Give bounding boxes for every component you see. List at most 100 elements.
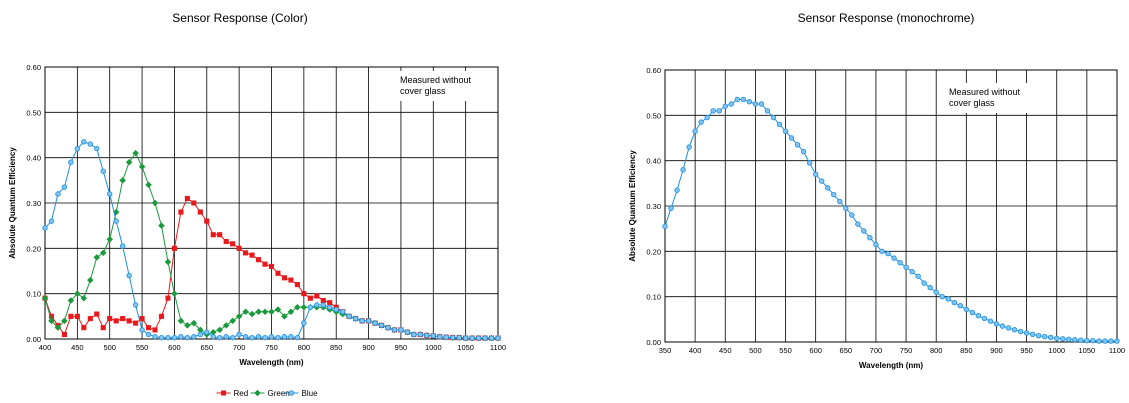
x-tick-label: 900 [990,346,1003,355]
blue-point [171,334,178,341]
series-point [1114,338,1120,344]
blue-point [456,334,462,341]
series-point [716,108,722,114]
series-point [764,108,771,114]
blue-point [469,335,475,341]
blue-point [437,334,443,340]
blue-point [217,334,223,341]
green-point [125,158,133,166]
blue-point [398,327,404,333]
red-point [68,313,74,319]
legend-red-point [220,390,227,396]
series-point [861,228,867,234]
red-point [120,316,126,322]
green-point [171,290,178,298]
green-point [119,176,127,184]
red-point [275,270,281,276]
series-point [909,269,915,275]
blue-point [210,334,216,340]
red-point [268,263,275,270]
series-point [945,296,951,302]
blue-point [100,168,106,174]
x-tick-label: 650 [840,346,853,355]
red-point [256,257,262,263]
blue-point [314,302,320,308]
x-tick-label: 700 [233,343,246,352]
series-point [915,273,921,279]
series-point [1090,337,1096,344]
blue-point [55,191,61,197]
annotation-box [394,71,490,101]
x-tick-label: 850 [960,346,973,355]
x-tick-label: 750 [900,346,913,355]
red-point [249,252,255,258]
green-point [41,294,49,302]
x-tick-label: 350 [659,346,672,355]
y-tick-label: 0.30 [26,199,41,208]
green-point [248,310,256,318]
blue-point [236,331,242,338]
green-point [190,319,198,327]
annotation-text: cover glass [400,86,446,96]
red-point [81,325,87,331]
blue-point [87,141,93,147]
green-point [216,326,224,334]
blue-point [255,334,262,340]
series-point [728,101,734,107]
green-point [222,322,230,329]
red-point [191,200,197,206]
green-point [177,317,185,325]
blue-point [204,329,210,335]
x-tick-label: 550 [779,346,792,355]
series-point [921,280,927,286]
green-point [145,181,152,189]
blue-point [119,243,126,249]
chart-title: Sensor Response (monochrome) [798,11,975,25]
red-point [294,282,300,288]
series-point [855,221,861,227]
blue-point [132,302,139,308]
blue-point [443,334,449,340]
series-point [951,299,957,306]
series-point [704,114,710,121]
red-point [165,295,171,301]
y-tick-label: 0.20 [26,244,41,253]
blue-point [223,334,229,340]
series-point [1096,338,1102,344]
blue-point [139,327,145,333]
series-point [686,144,692,150]
x-tick-label: 1050 [1079,346,1096,355]
annotation-box [943,83,1053,113]
series-point [987,318,994,324]
series-point [939,293,945,300]
green-point [287,308,295,316]
annotation-text: Measured without [949,87,1021,97]
series-point [746,99,753,105]
legend-blue-point [288,390,295,396]
series-point [1078,337,1084,343]
green-point [274,306,282,313]
series-point [1054,335,1060,342]
series-point [975,313,982,319]
legend-item-blue: Blue [284,389,318,398]
blue-point [74,145,81,152]
blue-point [48,218,55,224]
series-point [837,198,843,205]
y-tick-label: 0.10 [26,290,41,299]
x-tick-label: 950 [395,343,408,352]
series-point [668,205,674,211]
x-tick-label: 450 [71,343,84,352]
blue-point [378,322,385,329]
y-tick-label: 0.50 [646,111,661,120]
blue-point [191,334,197,340]
series-point [885,250,891,257]
series-point [957,303,964,309]
series-point [1023,330,1030,336]
green-point [93,254,101,261]
series-point [1048,334,1054,341]
red-point [61,331,67,338]
series-point [812,171,819,177]
blue-point [482,335,488,341]
series-point [1029,331,1036,337]
series-point [981,315,988,322]
